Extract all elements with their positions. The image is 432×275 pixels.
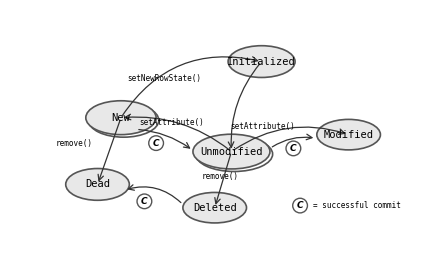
Text: C: C [153,139,159,148]
Ellipse shape [193,134,270,169]
Text: Unmodified: Unmodified [200,147,263,156]
Text: C: C [297,201,303,210]
Text: Modified: Modified [324,130,374,140]
Text: C: C [141,197,148,206]
Ellipse shape [149,136,163,150]
Text: Dead: Dead [85,179,110,189]
Ellipse shape [228,46,295,78]
Ellipse shape [317,119,381,150]
Text: New: New [111,113,130,123]
Ellipse shape [183,192,247,223]
Text: remove(): remove() [56,139,93,148]
Ellipse shape [293,198,308,213]
Text: = successful commit: = successful commit [314,201,401,210]
Text: Initialized: Initialized [227,57,296,67]
Ellipse shape [86,101,156,135]
Text: setNewRowState(): setNewRowState() [128,74,202,83]
Ellipse shape [66,169,129,200]
Text: remove(): remove() [201,172,238,181]
Text: setAttribute(): setAttribute() [230,122,295,131]
Text: C: C [290,144,297,153]
Text: setAttribute(): setAttribute() [140,118,204,127]
Ellipse shape [286,141,301,156]
Text: Deleted: Deleted [193,203,237,213]
Ellipse shape [137,194,152,209]
